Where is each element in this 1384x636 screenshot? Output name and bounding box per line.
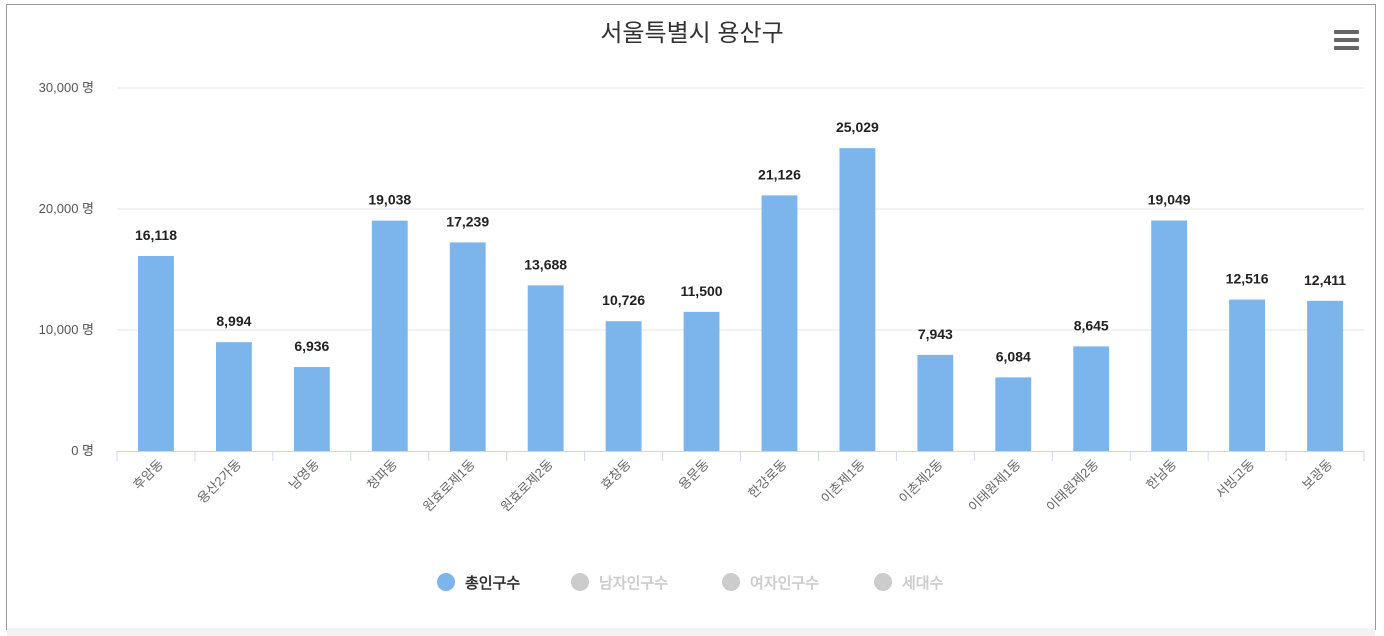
bar[interactable]: [1073, 346, 1110, 451]
x-tick-label: 이태원제2동: [1043, 456, 1101, 514]
bar[interactable]: [1151, 220, 1188, 451]
x-tick-label: 서빙고동: [1213, 456, 1257, 500]
legend-item[interactable]: 여자인구수: [722, 573, 819, 592]
x-axis: 후암동 용산2가동 남영동 청파동 원효로제1동 원효로제2동 효창동 용문동 한강로동 이촌제1…: [116, 451, 1365, 515]
legend-marker-icon: [571, 573, 589, 591]
bar[interactable]: [917, 354, 954, 451]
data-label: 11,500: [681, 283, 723, 299]
legend-label: 여자인구수: [750, 574, 819, 592]
bar[interactable]: [1229, 299, 1266, 451]
data-label: 12,516: [1226, 271, 1269, 287]
data-label: 25,029: [836, 119, 879, 135]
data-label: 13,688: [524, 256, 567, 272]
data-label: 17,239: [446, 213, 489, 229]
x-tick-label: 한강로동: [745, 456, 789, 500]
data-label: 19,049: [1148, 192, 1191, 208]
y-axis-labels: 0 명 10,000 명 20,000 명 30,000 명: [39, 80, 94, 458]
legend-item[interactable]: 세대수: [874, 573, 944, 592]
data-label: 7,943: [918, 326, 953, 342]
bar[interactable]: [527, 285, 564, 451]
legend-item[interactable]: 총인구수: [437, 573, 520, 592]
x-tick-label: 효창동: [598, 456, 634, 492]
bar[interactable]: [215, 342, 252, 451]
x-tick-label: 원효로제1동: [420, 456, 478, 514]
legend-label: 남자인구수: [599, 574, 668, 592]
x-tick-label: 남영동: [286, 456, 322, 492]
data-label: 8,645: [1074, 317, 1109, 333]
chart-title: 서울특별시 용산구: [600, 20, 783, 47]
bar-series: [138, 148, 1343, 451]
bottom-strip: [7, 628, 1375, 636]
bar[interactable]: [605, 321, 642, 451]
x-tick-label: 이촌제2동: [896, 456, 946, 506]
y-tick-label: 0 명: [71, 443, 94, 458]
x-tick-label: 후암동: [130, 456, 166, 492]
data-labels: 16,118 8,994 6,936 19,038 17,239 13,688 10,726…: [135, 119, 1346, 364]
legend-label: 세대수: [902, 575, 944, 592]
bar[interactable]: [371, 220, 408, 451]
data-label: 12,411: [1304, 272, 1346, 288]
data-label: 6,084: [996, 348, 1031, 364]
y-tick-label: 30,000 명: [39, 80, 94, 95]
bar[interactable]: [761, 195, 798, 451]
legend-marker-icon: [874, 573, 892, 591]
bar[interactable]: [449, 242, 486, 451]
x-tick-label: 이촌제1동: [818, 456, 868, 506]
data-label: 8,994: [216, 313, 251, 329]
x-tick-label: 용문동: [676, 456, 712, 492]
x-tick-label: 이태원제1동: [965, 456, 1023, 514]
bar[interactable]: [683, 311, 720, 451]
data-label: 10,726: [602, 292, 645, 308]
export-menu-button[interactable]: [1328, 22, 1364, 56]
hamburger-menu-icon[interactable]: [1334, 30, 1359, 50]
legend-marker-icon: [722, 573, 740, 591]
x-tick-label: 용산2가동: [194, 456, 244, 506]
data-label: 6,936: [294, 338, 329, 354]
bar[interactable]: [138, 255, 174, 451]
bar[interactable]: [839, 148, 876, 451]
y-tick-label: 20,000 명: [39, 201, 94, 216]
x-tick-label: 청파동: [364, 456, 400, 492]
bar[interactable]: [1307, 300, 1343, 451]
data-label: 16,118: [135, 227, 177, 243]
bar[interactable]: [293, 367, 330, 451]
data-label: 21,126: [758, 166, 801, 182]
legend-item[interactable]: 남자인구수: [571, 573, 668, 592]
legend-label: 총인구수: [465, 574, 520, 592]
x-tick-label: 원효로제2동: [498, 456, 556, 514]
x-tick-label: 한남동: [1143, 456, 1179, 492]
data-label: 19,038: [368, 192, 411, 208]
y-tick-label: 10,000 명: [39, 322, 94, 337]
x-tick-label: 보광동: [1299, 456, 1335, 492]
legend-marker-icon: [437, 573, 455, 591]
bar[interactable]: [995, 377, 1032, 451]
legend: 총인구수 남자인구수 여자인구수 세대수: [437, 573, 944, 592]
